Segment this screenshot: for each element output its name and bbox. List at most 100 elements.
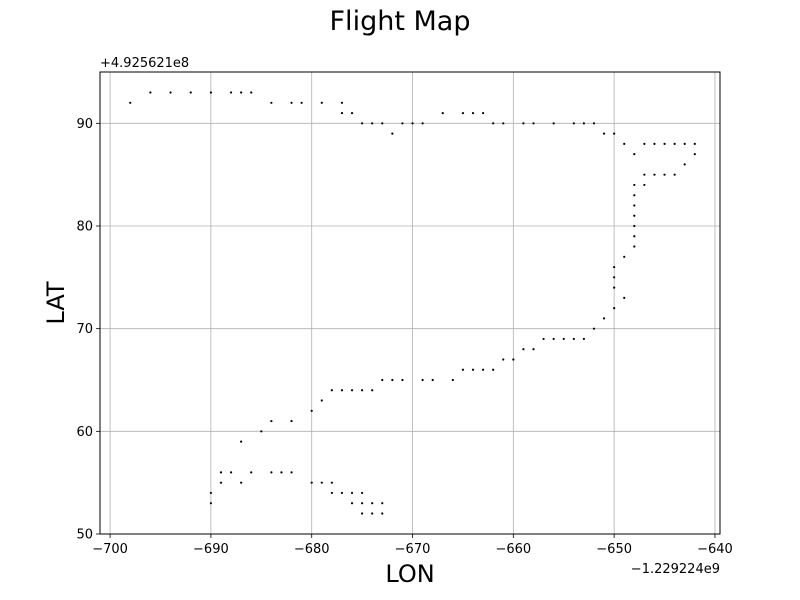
flight-point [361,389,364,392]
flight-point [330,389,333,392]
flight-point [340,101,344,104]
y-tick-label: 60 [76,425,93,440]
flight-point [552,122,555,125]
flight-point [361,502,364,505]
flight-point [310,409,313,412]
flight-point [290,101,293,104]
flight-point [350,111,354,115]
flight-point [663,142,666,145]
flight-point [391,132,394,135]
x-tick-label: −700 [92,542,128,557]
flight-point [209,491,212,495]
flight-point [512,358,515,361]
flight-point [260,430,263,433]
flight-point [693,142,696,145]
flight-point [240,440,243,443]
flight-point [401,378,404,382]
flight-point [633,183,636,187]
y-tick-label: 50 [76,528,93,543]
flight-point [572,337,575,341]
flight-point [633,245,636,248]
y-axis-ticks: 50 60 70 80 90 [76,117,100,543]
flight-point [451,378,454,382]
flight-point [300,101,303,104]
flight-point [391,378,394,382]
flight-point [340,389,344,392]
flight-point [693,153,696,156]
y-axis-offset-label: +4.925621e8 [100,56,189,71]
flight-point [421,378,424,382]
flight-point [229,471,233,474]
chart-title: Flight Map [329,6,471,37]
flight-point [340,491,344,495]
flight-point [653,142,656,145]
flight-point [371,122,374,125]
flight-point [350,389,354,392]
flight-point [613,265,616,269]
flight-point [169,91,172,94]
flight-point [502,122,505,125]
flight-point [350,491,354,495]
flight-point [209,91,212,94]
x-tick-label: −650 [596,542,632,557]
flight-point [270,419,273,423]
flight-point [129,101,132,104]
flight-point [613,132,616,135]
flight-point [592,327,596,330]
x-tick-label: −680 [294,542,330,557]
flight-point [552,337,555,341]
flight-point [471,111,475,115]
flight-point [683,163,686,166]
flight-point [290,419,293,423]
flight-point [421,122,424,125]
flight-point [320,399,323,402]
flight-point [542,337,545,341]
flight-point [330,481,333,484]
flight-point [633,224,636,228]
flight-point [431,378,434,382]
flight-point [361,512,364,515]
flight-point [602,132,606,135]
x-tick-label: −690 [193,542,229,557]
flight-point [522,348,525,351]
flight-point [320,481,323,484]
y-axis-label: LAT [42,281,70,324]
flight-point [643,183,646,187]
flight-point [461,368,465,371]
flight-point [310,481,313,484]
flight-point [673,173,676,176]
flight-point [643,142,646,145]
flight-point [290,471,293,474]
y-tick-label: 70 [76,322,93,337]
flight-point [613,286,616,289]
y-tick-label: 80 [76,220,93,235]
flight-point [461,111,465,115]
x-axis-offset-label: −1.229224e9 [631,562,720,577]
flight-point [340,111,344,115]
flight-point [663,173,666,176]
flight-point [522,122,525,125]
flight-point [481,368,485,371]
flight-point [381,378,384,382]
flight-point [371,512,374,515]
flight-point [219,471,223,474]
flight-point [401,122,404,125]
flight-point [209,502,212,505]
flight-point [219,481,223,484]
grid [100,72,720,535]
flight-point [441,111,444,115]
x-axis-ticks: −700 −690 −680 −670 −660 −650 −640 [92,534,733,557]
flight-point [381,122,384,125]
flight-point [320,101,323,104]
flight-point [643,173,646,176]
flight-point [250,471,253,474]
flight-point [673,142,676,145]
flight-point [683,142,686,145]
flight-point [371,389,374,392]
flight-point [250,91,253,94]
flight-point [592,122,596,125]
x-axis-label: LON [385,560,434,588]
flight-point [411,122,414,125]
plot-area-frame [99,71,721,535]
